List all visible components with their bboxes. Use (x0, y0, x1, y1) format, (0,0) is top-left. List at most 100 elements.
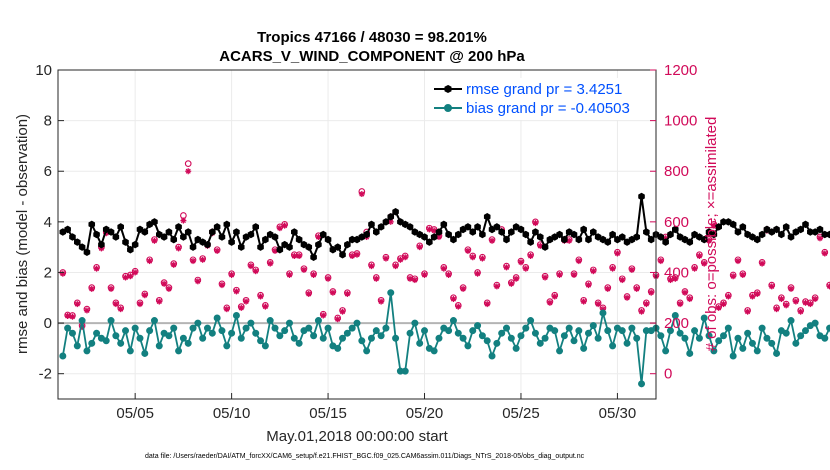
obs-assimilated-point (151, 237, 158, 244)
obs-assimilated-point (247, 263, 254, 270)
rmse-point (315, 240, 322, 249)
x-tick-label: 05/10 (213, 405, 251, 422)
chart-title: Tropics 47166 / 48030 = 98.201% (257, 29, 487, 46)
obs-assimilated-point (300, 266, 307, 273)
bias-point (657, 332, 665, 340)
obs-assimilated-point (744, 308, 751, 315)
obs-assimilated-point (358, 191, 365, 198)
rmse-point (411, 228, 419, 236)
obs-assimilated-point (479, 255, 486, 262)
rmse-point (151, 218, 158, 226)
rmse-point (763, 225, 771, 234)
rmse-point (715, 223, 722, 231)
rmse-point (590, 228, 597, 236)
obs-assimilated-point (141, 292, 148, 299)
rmse-point (136, 225, 144, 234)
obs-assimilated-point (474, 270, 481, 277)
bias-point (73, 342, 81, 350)
rmse-point (257, 243, 264, 251)
obs-assimilated-point (503, 264, 510, 271)
legend-bias-marker (444, 104, 452, 112)
obs-assimilated-point (117, 306, 124, 313)
obs-assimilated-point (64, 312, 71, 319)
rmse-point (686, 238, 694, 246)
obs-assimilated-point (161, 280, 168, 287)
rmse-point (160, 233, 168, 241)
bias-point (522, 324, 530, 332)
bias-point (710, 347, 718, 355)
rmse-point (228, 238, 235, 246)
rmse-series (59, 192, 830, 262)
rmse-point (512, 223, 520, 231)
bias-point (232, 311, 240, 319)
obs-assimilated-point (257, 293, 264, 300)
bias-point (797, 332, 805, 340)
bias-point (170, 324, 178, 332)
rmse-point (194, 235, 202, 244)
bias-point (382, 324, 390, 332)
rmse-point (397, 218, 404, 226)
obs-assimilated-point (816, 235, 823, 242)
obs-assimilated-point (513, 275, 520, 282)
obs-assimilated-point (373, 275, 380, 282)
bias-point (541, 334, 549, 342)
obs-assimilated-point (354, 251, 360, 258)
obs-assimilated-point (218, 282, 225, 289)
obs-assimilated-point (691, 265, 698, 272)
bias-point (531, 329, 539, 337)
bias-point (310, 332, 318, 340)
bias-point (102, 337, 110, 345)
obs-assimilated-point (469, 254, 476, 261)
rmse-point (517, 225, 525, 234)
rmse-point (710, 230, 718, 239)
rmse-point (262, 235, 269, 244)
obs-assimilated-point (696, 253, 703, 260)
rmse-point (426, 238, 433, 246)
obs-assimilated-point (180, 217, 187, 224)
obs-assimilated-point (112, 301, 119, 308)
bias-point (599, 309, 607, 317)
rmse-point (93, 230, 100, 239)
bias-point (223, 342, 231, 350)
bias-point (507, 334, 515, 342)
bias-point (811, 319, 819, 327)
rmse-point (532, 228, 539, 236)
rmse-point (88, 220, 96, 229)
bias-point (93, 329, 101, 337)
bias-point (671, 311, 679, 319)
bias-point (498, 329, 506, 337)
obs-assimilated-point (368, 263, 375, 270)
y-right-tick-label: 200 (664, 315, 689, 332)
rmse-point (83, 248, 91, 256)
bias-point (503, 324, 510, 332)
rmse-point (594, 233, 602, 241)
bias-point (199, 334, 207, 342)
bias-point (604, 327, 612, 335)
bias-point (720, 332, 728, 340)
bias-point (488, 352, 496, 360)
obs-assimilated-point (802, 299, 809, 306)
obs-assimilated-point (768, 283, 775, 290)
bias-point (449, 317, 457, 325)
bias-point (734, 334, 742, 342)
bias-point (281, 327, 289, 335)
obs-assimilated-point (252, 268, 259, 275)
obs-assimilated-point (450, 296, 457, 303)
rmse-point (368, 220, 375, 229)
obs-assimilated-point (546, 299, 553, 306)
bias-point (237, 334, 245, 342)
rmse-point (725, 218, 732, 226)
rmse-point (657, 233, 665, 241)
rmse-point (416, 230, 423, 239)
obs-assimilated-point (136, 301, 143, 308)
obs-assimilated-point (69, 313, 76, 320)
obs-assimilated-point (464, 247, 471, 254)
obs-assimilated-point (812, 296, 819, 303)
obs-assimilated-point (657, 258, 664, 265)
obs-assimilated-point (619, 277, 626, 284)
rmse-point (78, 243, 86, 251)
legend-rmse-marker (444, 84, 452, 94)
bias-point (676, 329, 684, 337)
bias-point (580, 344, 588, 352)
obs-assimilated-point (334, 316, 341, 323)
